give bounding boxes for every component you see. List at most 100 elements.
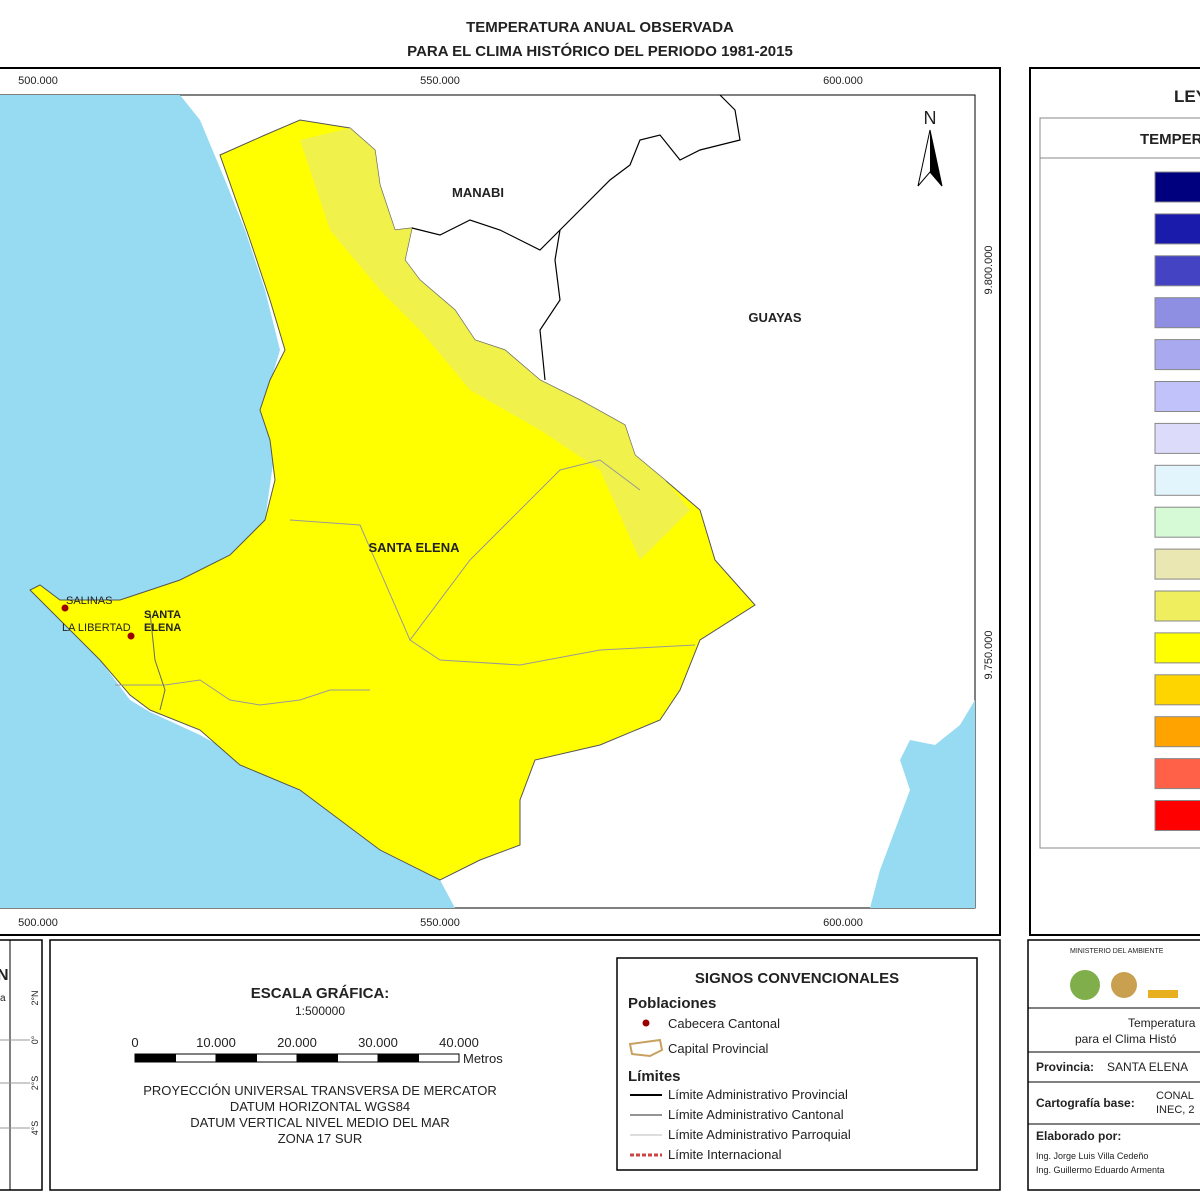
x-coord: 550.000 [420, 917, 460, 929]
cantonal-limit [149, 611, 166, 711]
santa-elena [29, 119, 756, 881]
region-label: MANABI [452, 185, 504, 200]
legend-subtitle: TEMPERATURA [1140, 131, 1200, 148]
info-desc: para el Clima Histó [1075, 1032, 1177, 1046]
legend-body-box [1039, 157, 1200, 849]
projection: ZONA 17 SUR [278, 1131, 363, 1146]
map-body: MANABI GUAYAS SANTA ELENA SALINAS LA LIB… [0, 94, 976, 909]
ocean [0, 95, 455, 908]
legend-swatch [1154, 464, 1200, 496]
signs-title: SIGNOS CONVENCIONALES [695, 970, 899, 987]
scale-segment [175, 1053, 217, 1063]
legend-swatch [1154, 548, 1200, 580]
sign-item: Límite Administrativo Provincial [668, 1087, 848, 1102]
projection: DATUM HORIZONTAL WGS84 [230, 1099, 410, 1114]
scale-segment [418, 1053, 460, 1063]
location-label: a [0, 993, 6, 1004]
sign-item: Cabecera Cantonal [668, 1016, 780, 1031]
legend-swatch [1154, 506, 1200, 538]
info-label: Cartografía base: [1036, 1096, 1135, 1110]
projection: DATUM VERTICAL NIVEL MEDIO DEL MAR [190, 1115, 450, 1130]
logo [1111, 972, 1137, 998]
province-limit [411, 94, 741, 251]
scale-segment [377, 1053, 419, 1063]
scale-label: 10.000 [196, 1035, 236, 1050]
signs-heading: Límites [628, 1068, 681, 1085]
legend-swatch [1154, 590, 1200, 622]
north-arrow [930, 130, 942, 186]
sign-item: Límite Administrativo Cantonal [668, 1107, 844, 1122]
scale-label: 40.000 [439, 1035, 479, 1050]
capital-label: ELENA [144, 622, 181, 634]
region-label: GUAYAS [748, 310, 802, 325]
town-label: LA LIBERTAD [62, 622, 131, 634]
x-coord: 500.000 [18, 917, 58, 929]
info-desc: Temperatura [1128, 1016, 1196, 1030]
map-frame [0, 67, 1001, 936]
legend-swatch [1154, 422, 1200, 454]
bottom-frame [49, 939, 1001, 1191]
scale-ratio: 1:500000 [295, 1004, 345, 1018]
region-label: SANTA ELENA [369, 540, 461, 555]
ministry: MINISTERIO DEL AMBIENTE [1070, 948, 1164, 955]
title: TEMPERATURA ANUAL OBSERVADA [466, 19, 734, 36]
info-label: Provincia: [1036, 1060, 1094, 1074]
legend-swatch [1154, 339, 1200, 371]
parish-limits [115, 679, 370, 706]
scale-title: ESCALA GRÁFICA: [251, 985, 390, 1002]
ocean-inlet [870, 700, 975, 908]
x-coord: 600.000 [823, 917, 863, 929]
legend-swatch [1154, 674, 1200, 706]
scale-unit: Metros [463, 1051, 503, 1066]
cooler-zone [300, 128, 690, 560]
town-marker [61, 604, 69, 612]
info-label: Elaborado por: [1036, 1129, 1121, 1143]
location-frame [0, 939, 43, 1191]
legend-swatch [1154, 213, 1200, 245]
scale-segment [296, 1053, 338, 1063]
legend-swatch [1154, 716, 1200, 748]
symbol [628, 1038, 664, 1058]
info-value: SANTA ELENA [1107, 1060, 1188, 1074]
legend-swatches [1154, 171, 1200, 831]
legend-swatch [1154, 255, 1200, 287]
info-value: INEC, 2 [1156, 1104, 1195, 1116]
legend-frame [1029, 67, 1200, 936]
projection: PROYECCIÓN UNIVERSAL TRANSVERSA DE MERCA… [143, 1083, 496, 1098]
sign-item: Límite Internacional [668, 1147, 782, 1162]
author: Ing. Jorge Luis Villa Cedeño [1036, 1151, 1148, 1161]
logo [1070, 970, 1100, 1000]
legend-swatch [1154, 381, 1200, 412]
location-north: N [0, 967, 9, 984]
title: PARA EL CLIMA HISTÓRICO DEL PERIODO 1981… [407, 42, 793, 60]
parish-limits [289, 519, 696, 666]
info-frame [1027, 939, 1200, 1191]
legend-swatch [1154, 800, 1200, 831]
scale-label: 30.000 [358, 1035, 398, 1050]
legend-swatch [1154, 632, 1200, 664]
x-coord: 500.000 [18, 75, 58, 87]
town-marker [127, 632, 135, 640]
y-coord: 9.750.000 [983, 631, 995, 680]
capital-label: SANTA [144, 609, 181, 621]
signs-heading: Poblaciones [628, 995, 716, 1012]
town-label: SALINAS [66, 595, 112, 607]
x-coord: 550.000 [420, 75, 460, 87]
scale-segment [256, 1053, 298, 1063]
scale-segment [337, 1053, 379, 1063]
scale-label: 0 [131, 1035, 138, 1050]
legend-swatch [1154, 297, 1200, 329]
north-label: N [924, 108, 937, 128]
lat-label: 4°S [30, 1121, 40, 1136]
x-coord: 600.000 [823, 75, 863, 87]
lat-label: 0° [30, 1035, 40, 1044]
legend-title: LEYENDA [1174, 87, 1200, 106]
symbol [642, 1019, 650, 1027]
scale-segment [215, 1053, 257, 1063]
info-value: CONAL [1156, 1090, 1194, 1102]
scale-segment [134, 1053, 176, 1063]
y-coord: 9.800.000 [983, 246, 995, 295]
